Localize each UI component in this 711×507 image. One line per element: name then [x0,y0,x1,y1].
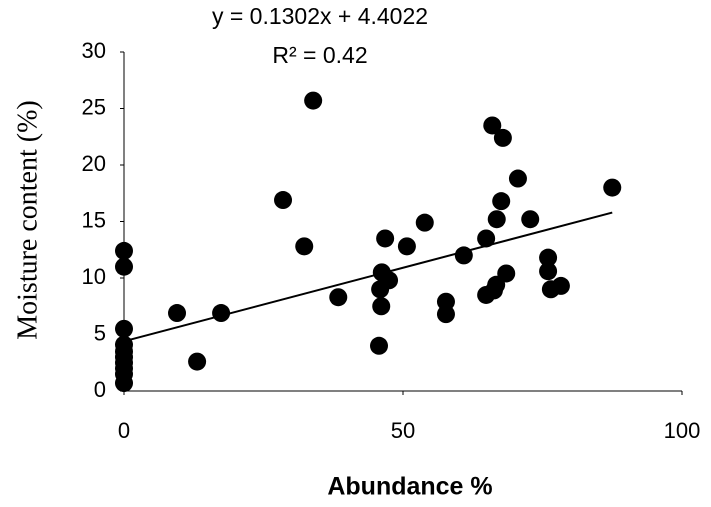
data-point [188,352,207,371]
data-point [603,178,622,197]
y-tick-label: 0 [94,377,106,402]
y-tick-label: 30 [82,38,106,63]
x-tick-label: 0 [118,418,130,443]
data-point [304,91,323,110]
data-point [487,210,506,229]
data-point [295,237,314,256]
data-point [508,169,527,188]
data-point [372,297,391,316]
data-point [115,241,133,260]
y-tick-label: 15 [82,207,106,232]
data-point [454,246,473,265]
data-point [493,128,512,147]
trend-line [123,211,613,343]
data-point [436,292,455,311]
x-tick-label: 50 [391,418,415,443]
data-point [436,305,455,324]
data-point [212,304,231,323]
data-point [376,229,395,248]
data-point [380,271,399,290]
y-tick-label: 5 [94,320,106,345]
data-point [329,288,348,307]
data-point [477,229,496,248]
x-axis-title: Abundance % [327,473,492,501]
data-point [483,116,502,135]
data-point [115,374,133,393]
data-point [115,257,133,276]
r-squared: R² = 0.42 [272,42,367,68]
y-axis-title: Moisture content (%) [12,100,43,340]
y-tick-label: 10 [82,264,106,289]
data-point [492,192,511,211]
data-point [521,210,540,229]
data-point [370,336,389,355]
data-point [415,213,434,232]
x-tick-label: 100 [664,418,701,443]
y-tick-label: 25 [82,94,106,119]
data-point [539,262,558,281]
data-point [274,191,293,210]
y-tick-label: 20 [82,151,106,176]
data-point [397,237,416,256]
data-point [551,276,570,295]
data-point [497,264,516,283]
trend-equation: y = 0.1302x + 4.4022 [212,3,428,29]
data-point [168,304,187,323]
data-point [115,319,133,338]
data-point [539,248,558,267]
